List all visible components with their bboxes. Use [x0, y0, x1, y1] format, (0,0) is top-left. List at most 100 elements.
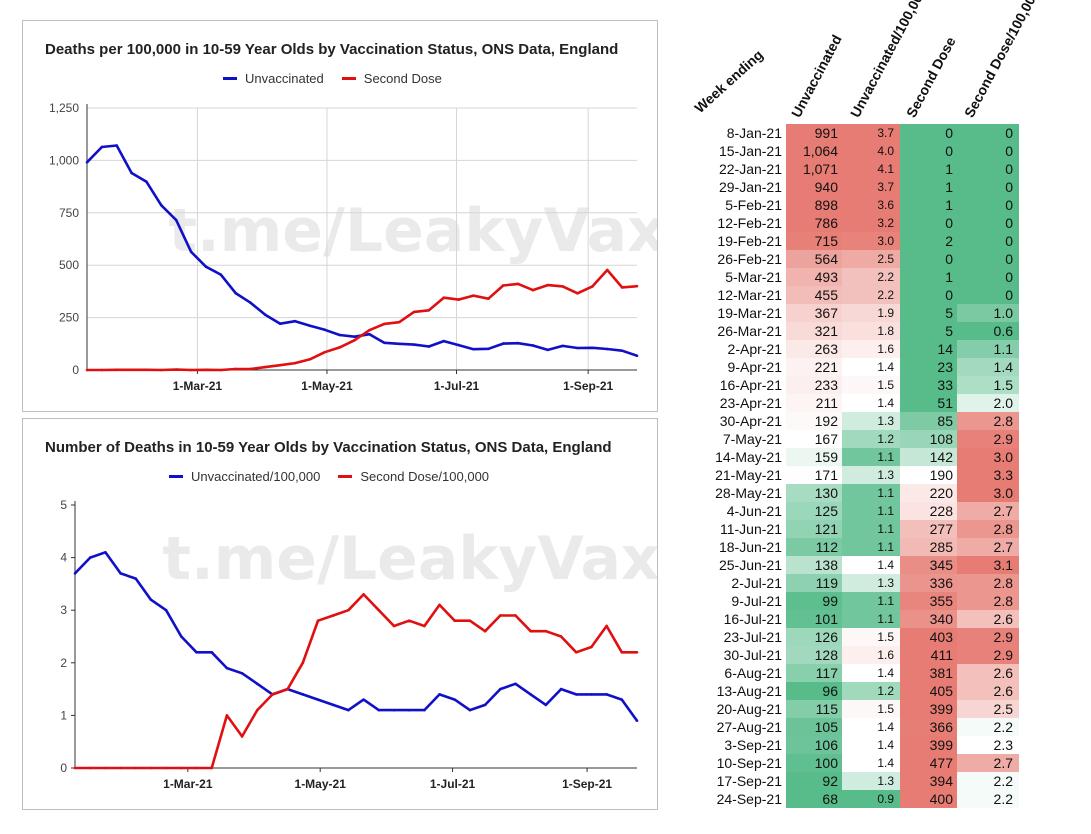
data-point [382, 341, 386, 345]
x-tick-label: 1-May-21 [295, 777, 347, 791]
data-point [234, 367, 237, 371]
data-point [501, 342, 505, 345]
cell-second-dose-per-100k: 0 [957, 250, 1019, 268]
legend-item-unvaccinated-per-100k: Unvaccinated/100,000 [169, 469, 320, 484]
data-point [73, 766, 77, 770]
data-point [574, 650, 578, 654]
data-point [453, 698, 457, 701]
cell-unvaccinated: 159 [786, 448, 842, 466]
cell-second-dose-per-100k: 2.8 [957, 412, 1019, 430]
cell-unvaccinated: 1,071 [786, 160, 842, 178]
cell-week-ending: 9-Apr-21 [727, 359, 782, 375]
cell-second-dose-per-100k: 2.8 [957, 592, 1019, 610]
cell-unvaccinated-per-100k: 1.4 [842, 394, 900, 412]
data-point [308, 324, 312, 328]
cell-second-dose-per-100k: 1.4 [957, 358, 1019, 376]
data-point [546, 283, 550, 287]
cell-unvaccinated: 171 [786, 466, 842, 484]
cell-second-dose-per-100k: 2.2 [957, 790, 1019, 808]
y-tick-label: 4 [60, 551, 67, 565]
cell-unvaccinated: 786 [786, 214, 842, 232]
data-point [590, 693, 593, 696]
cell-second-dose: 411 [900, 646, 957, 664]
cell-second-dose-per-100k: 2.8 [957, 520, 1019, 538]
x-tick-label: 1-Mar-21 [173, 379, 223, 393]
data-point [271, 693, 274, 696]
cell-unvaccinated: 119 [786, 574, 842, 592]
cell-week-ending: 17-Sep-21 [716, 773, 782, 789]
cell-unvaccinated-per-100k: 1.4 [842, 754, 900, 772]
cell-week-ending: 18-Jun-21 [718, 539, 782, 555]
data-point [323, 328, 327, 332]
data-point [293, 319, 297, 323]
data-point [85, 160, 89, 164]
data-point [392, 708, 396, 712]
cell-week-ending: 3-Sep-21 [724, 737, 782, 753]
data-point [145, 180, 148, 184]
data-point [442, 296, 446, 299]
data-point [225, 714, 229, 717]
chart-panel-deaths-per-100k: Deaths per 100,000 in 10-59 Year Olds by… [22, 20, 658, 412]
cell-second-dose-per-100k: 2.0 [957, 394, 1019, 412]
cell-second-dose-per-100k: 2.9 [957, 646, 1019, 664]
legend-label: Unvaccinated/100,000 [191, 469, 321, 484]
cell-second-dose: 340 [900, 610, 957, 628]
legend-swatch-red [338, 475, 353, 478]
data-point [119, 572, 122, 575]
data-point [423, 624, 426, 628]
cell-unvaccinated-per-100k: 2.5 [842, 250, 900, 268]
cell-second-dose: 399 [900, 700, 957, 718]
cell-unvaccinated-per-100k: 1.4 [842, 718, 900, 736]
cell-unvaccinated: 192 [786, 412, 842, 430]
data-point [382, 322, 386, 326]
data-point [234, 291, 237, 295]
data-point [210, 650, 214, 654]
cell-second-dose-per-100k: 2.7 [957, 502, 1019, 520]
cell-unvaccinated-per-100k: 3.7 [842, 124, 900, 142]
data-point [240, 672, 244, 675]
cell-unvaccinated-per-100k: 1.4 [842, 358, 900, 376]
cell-second-dose: 285 [900, 538, 957, 556]
y-tick-label: 1,250 [49, 101, 79, 115]
cell-second-dose: 400 [900, 790, 957, 808]
cell-unvaccinated: 940 [786, 178, 842, 196]
cell-second-dose-per-100k: 0 [957, 214, 1019, 232]
legend-label: Second Dose [363, 71, 442, 86]
data-point [407, 619, 411, 623]
cell-unvaccinated-per-100k: 3.2 [842, 214, 900, 232]
data-point [516, 282, 520, 286]
data-point [561, 285, 564, 288]
cell-second-dose: 142 [900, 448, 957, 466]
data-point [278, 363, 282, 367]
cell-second-dose: 336 [900, 574, 957, 592]
cell-week-ending: 16-Apr-21 [719, 377, 782, 393]
cell-unvaccinated-per-100k: 1.4 [842, 736, 900, 754]
cell-unvaccinated: 991 [786, 124, 842, 142]
cell-unvaccinated-per-100k: 1.2 [842, 682, 900, 700]
cell-week-ending: 26-Feb-21 [717, 251, 782, 267]
legend-item-unvaccinated: Unvaccinated [223, 71, 324, 86]
y-tick-label: 1,000 [49, 153, 79, 167]
cell-second-dose-per-100k: 2.2 [957, 772, 1019, 790]
data-point [392, 624, 396, 628]
cell-second-dose: 14 [900, 340, 957, 358]
cell-second-dose-per-100k: 0.6 [957, 322, 1019, 340]
cell-unvaccinated: 68 [786, 790, 842, 808]
data-point [397, 320, 401, 324]
data-point [368, 328, 371, 332]
chart-legend: Unvaccinated/100,000 Second Dose/100,000 [169, 469, 507, 484]
cell-second-dose: 0 [900, 214, 957, 232]
data-point [559, 687, 563, 691]
cell-unvaccinated-per-100k: 1.9 [842, 304, 900, 322]
cell-second-dose-per-100k: 3.1 [957, 556, 1019, 574]
cell-unvaccinated-per-100k: 1.2 [842, 430, 900, 448]
cell-unvaccinated-per-100k: 1.8 [842, 322, 900, 340]
cell-second-dose-per-100k: 3.0 [957, 448, 1019, 466]
cell-unvaccinated-per-100k: 1.6 [842, 646, 900, 664]
chart-plot-area: t.me/LeakyVax 0 250 500 750 1,000 1,250 1-Mar-2… [49, 101, 657, 393]
data-point [174, 218, 178, 222]
data-point [219, 273, 223, 276]
data-point [308, 358, 312, 361]
data-point [301, 693, 305, 696]
data-point [501, 284, 505, 287]
